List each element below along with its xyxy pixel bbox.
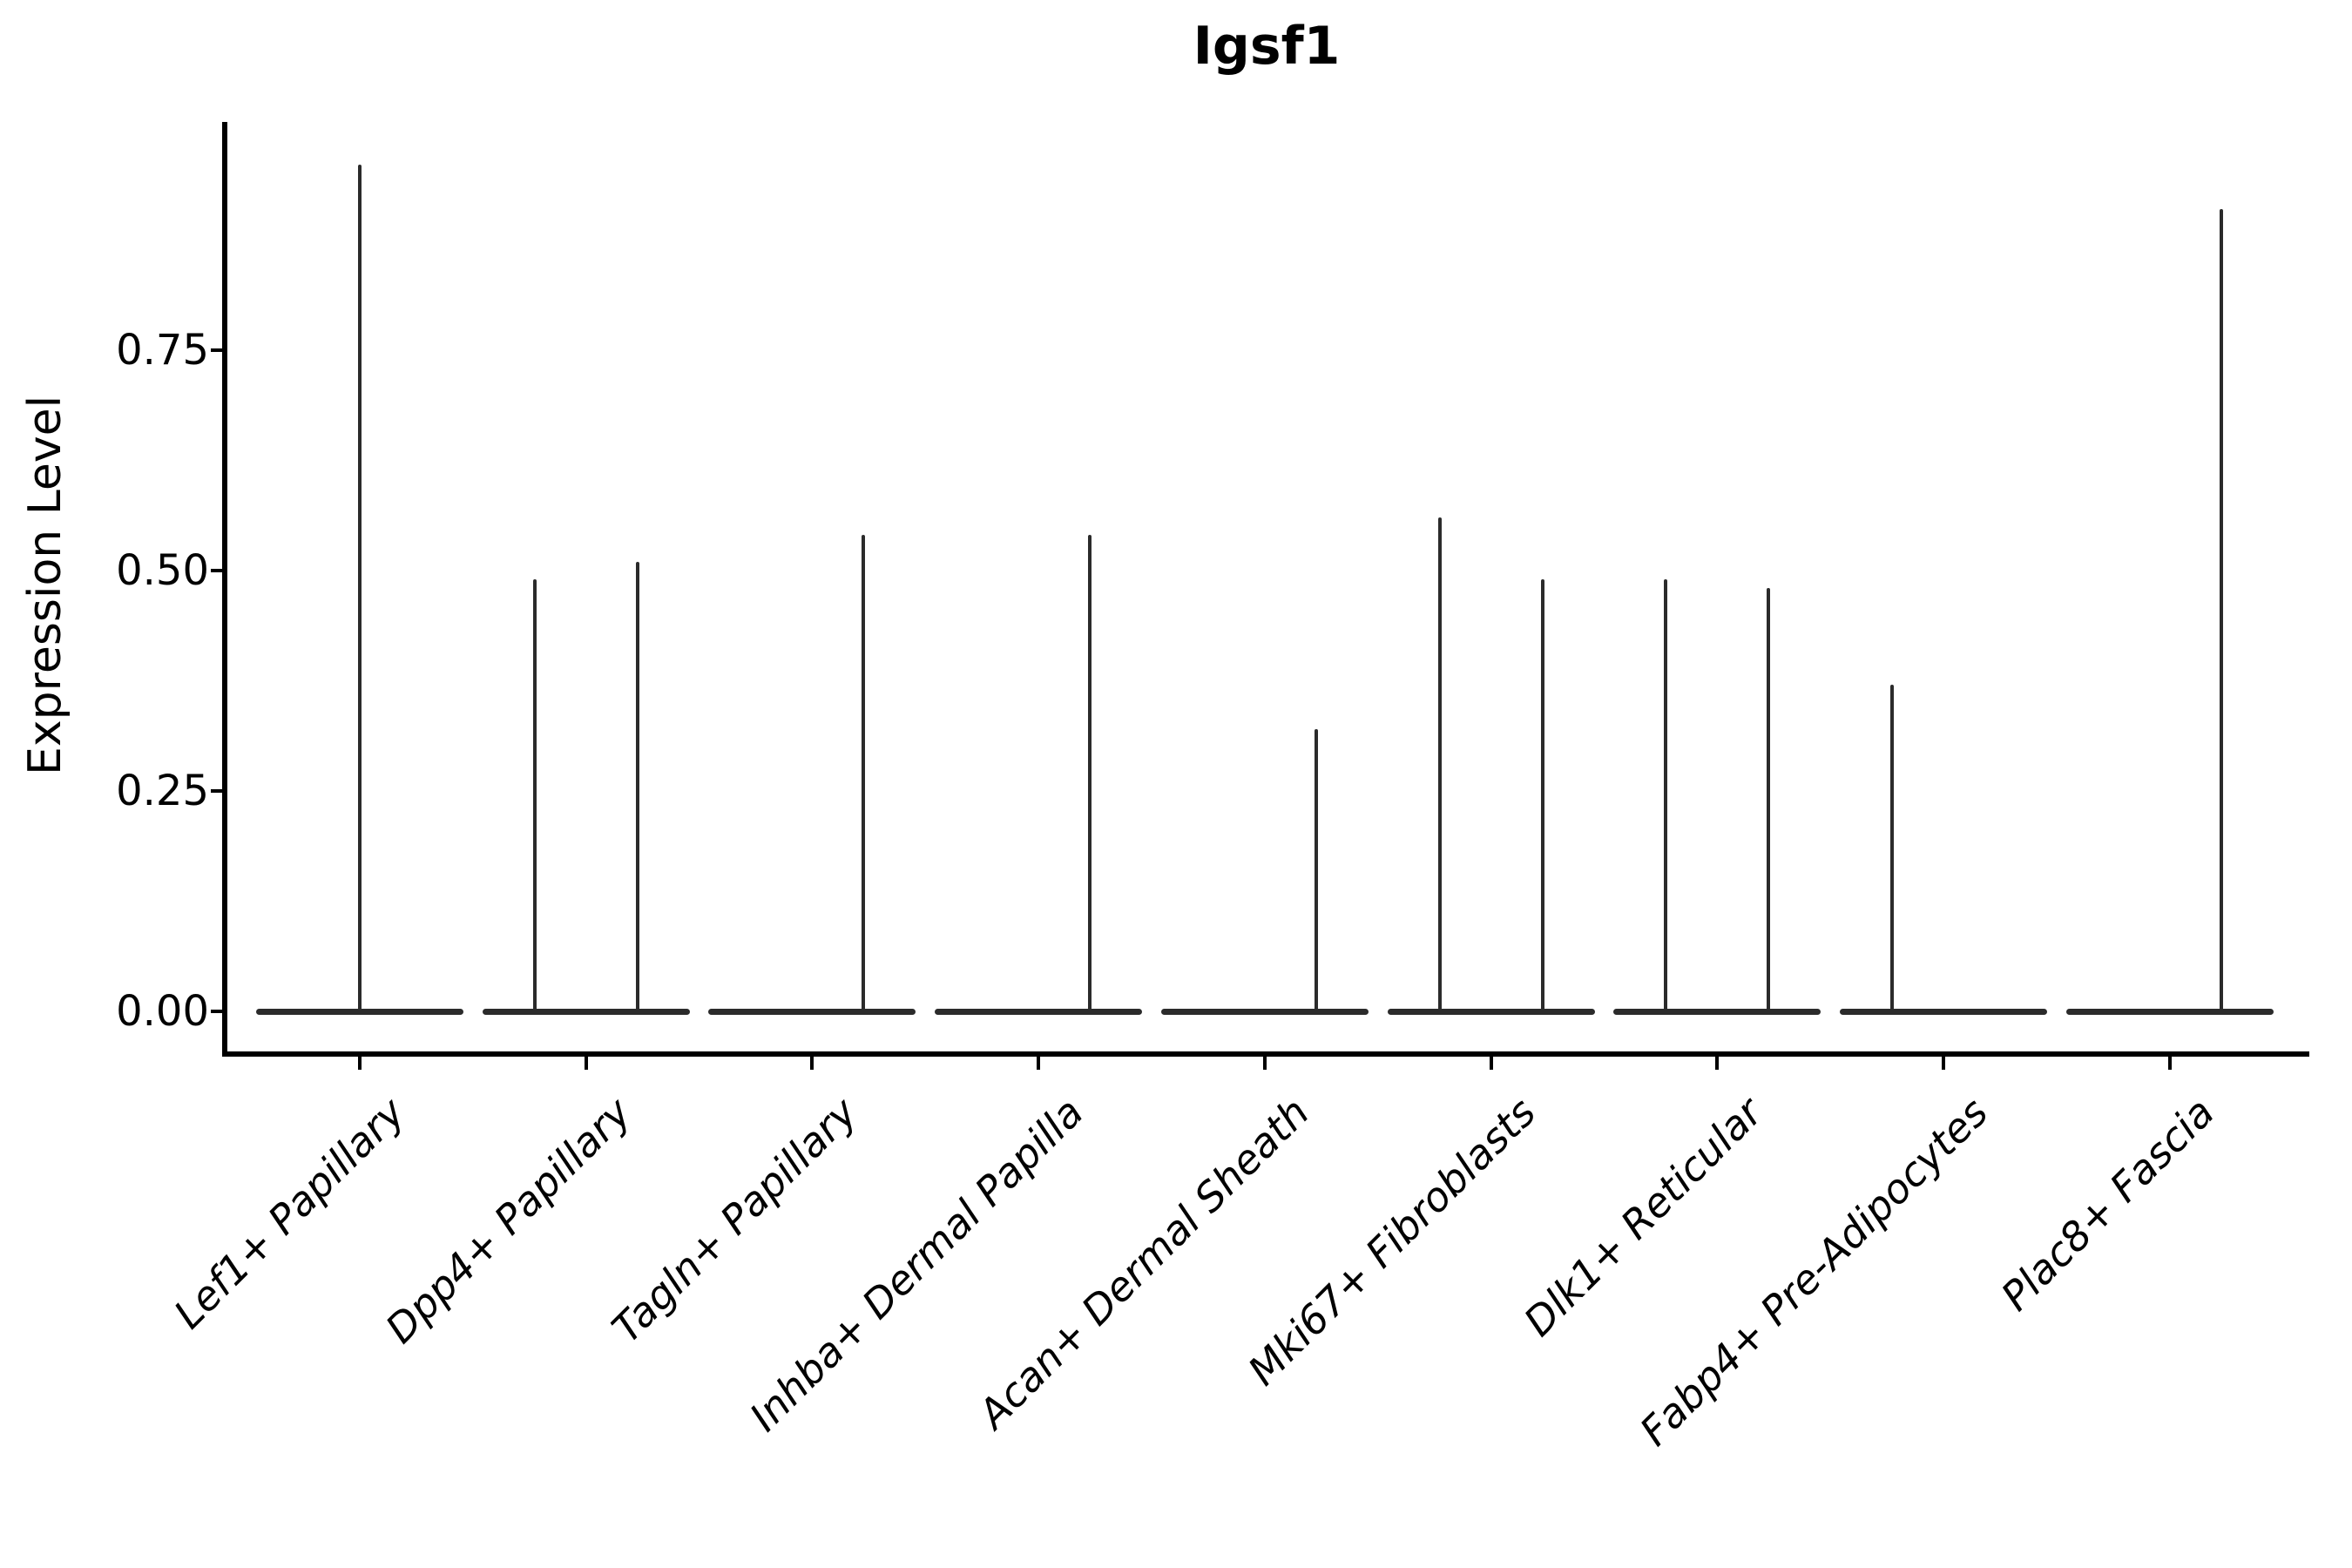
x-tick-mark [1489,1057,1493,1070]
violin-spike [635,561,639,1015]
x-tick-label: Dpp4+ Papillary [375,1088,640,1353]
x-tick-mark [1715,1057,1720,1070]
y-tick-mark [211,788,222,793]
x-tick-mark [1037,1057,1041,1070]
violin-baseline [1613,1008,1821,1015]
chart-title: Igsf1 [1193,16,1341,77]
violin-baseline [1387,1008,1595,1015]
violin-baseline [1160,1008,1369,1015]
y-tick-label: 0.50 [116,545,209,595]
violin-spike [1767,588,1771,1015]
x-tick-mark [2167,1057,2172,1070]
violin-spike [1540,578,1544,1015]
violin-spike [532,578,537,1015]
y-tick-mark [211,348,222,352]
x-tick-mark [584,1057,588,1070]
violin-spike [1437,517,1442,1015]
violin-baseline [482,1008,690,1015]
y-axis-label: Expression Level [19,395,71,776]
violin-baseline [2065,1008,2274,1015]
violin-spike [1889,685,1894,1015]
x-tick-label: Dlk1+ Reticular [1514,1088,1771,1346]
y-tick-label: 0.75 [116,325,209,375]
violin-spike [1088,535,1092,1015]
violin-baseline [935,1008,1143,1015]
violin-baseline [708,1008,916,1015]
y-tick-label: 0.00 [116,987,209,1036]
x-tick-mark [1262,1057,1267,1070]
violin-spike [358,165,362,1015]
violin-spike [1664,578,1668,1015]
x-axis-spine [222,1051,2309,1057]
violin-spike [2219,208,2223,1015]
y-tick-mark [211,568,222,572]
y-tick-mark [211,1010,222,1013]
x-tick-label: Plac8+ Fascia [1991,1088,2224,1320]
x-tick-mark [358,1057,362,1070]
violin-spike [1314,729,1318,1015]
x-tick-mark [1941,1057,1945,1070]
x-tick-mark [810,1057,814,1070]
x-tick-label: Tagln+ Papillary [602,1088,867,1352]
y-tick-label: 0.25 [116,766,209,815]
violin-baseline [1839,1008,2047,1015]
y-axis-spine [222,122,227,1057]
x-tick-label: Lef1+ Papillary [164,1088,414,1338]
violin-spike [862,535,866,1015]
